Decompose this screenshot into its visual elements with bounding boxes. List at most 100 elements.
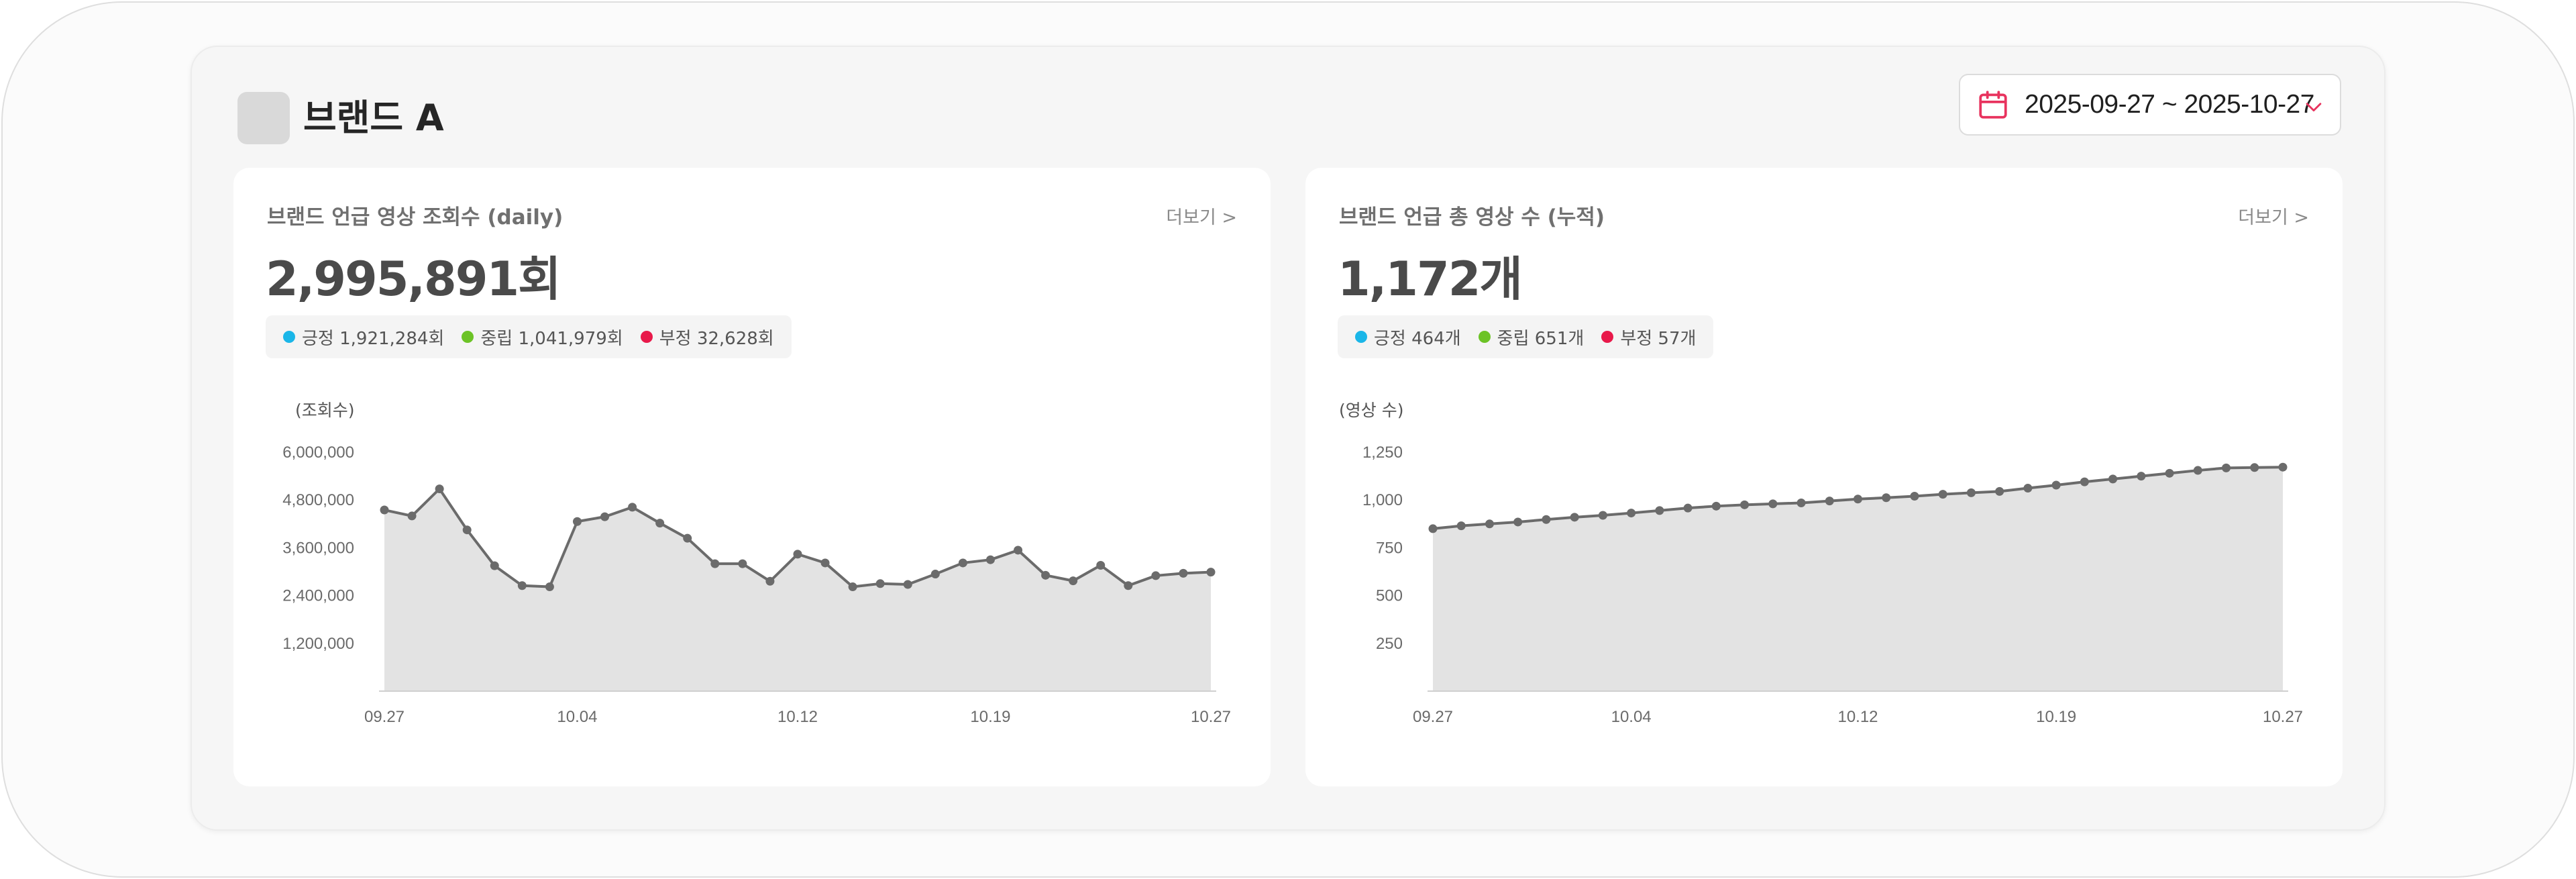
data-point [462, 525, 472, 535]
x-tick-label: 10.12 [777, 708, 818, 726]
data-point [1598, 511, 1607, 520]
data-point [1069, 576, 1078, 586]
data-point [2165, 468, 2174, 478]
data-point [435, 484, 444, 494]
legend-neutral: 중립 651개 [1478, 325, 1585, 350]
videos-more-link[interactable]: 더보기 > [2238, 207, 2309, 228]
views-card-title: 브랜드 언급 영상 조회수 (daily) [267, 205, 564, 229]
area-fill [384, 488, 1211, 691]
date-range-picker[interactable]: 2025-09-27 ~ 2025-10-27 [1959, 74, 2341, 136]
legend-negative-label: 부정 32,628회 [659, 328, 774, 349]
data-point [1041, 570, 1051, 580]
y-tick-label: 500 [1376, 587, 1403, 605]
data-point [2193, 466, 2202, 475]
data-point [793, 550, 802, 559]
legend-negative-label: 부정 57개 [1620, 328, 1697, 349]
date-range-label: 2025-09-27 ~ 2025-10-27 [2025, 90, 2314, 119]
data-point [765, 576, 775, 586]
data-point [1513, 517, 1523, 527]
area-fill [1433, 467, 2283, 691]
legend-neutral-label: 중립 651개 [1497, 328, 1585, 349]
data-point [1683, 503, 1693, 513]
data-point [2051, 480, 2061, 490]
data-point [517, 581, 527, 590]
data-point [738, 559, 747, 568]
data-point [490, 561, 499, 570]
legend-negative: 부정 32,628회 [640, 325, 774, 350]
data-point [545, 582, 554, 592]
data-point [572, 517, 582, 526]
negative-dot [1601, 331, 1614, 343]
data-point [1768, 499, 1778, 509]
chevron-down-icon [2306, 103, 2322, 112]
data-point [683, 533, 692, 543]
x-tick-label: 10.04 [1611, 708, 1652, 726]
views-legend: 긍정 1,921,284회 중립 1,041,979회 부정 32,628회 [266, 315, 792, 358]
legend-neutral-label: 중립 1,041,979회 [480, 328, 623, 349]
data-point [407, 511, 417, 521]
brand-name: 브랜드 A [303, 97, 444, 139]
y-axis-unit-label: (조회수) [295, 401, 355, 420]
videos-card: 브랜드 언급 총 영상 수 (누적) 더보기 > 1,172개 긍정 464개 … [1305, 168, 2343, 786]
data-point [600, 512, 610, 521]
data-point [1206, 568, 1216, 577]
legend-negative: 부정 57개 [1601, 325, 1696, 350]
views-chart: (조회수) 1,200,000 2,400,000 3,600,000 4,800,00… [282, 401, 1231, 726]
data-point [1570, 513, 1579, 522]
y-tick-label: 4,800,000 [282, 491, 354, 509]
data-point [1151, 571, 1161, 580]
neutral-dot [462, 331, 474, 343]
positive-dot [1355, 331, 1367, 343]
y-axis-unit-label: (영상 수) [1339, 401, 1403, 420]
videos-legend: 긍정 464개 중립 651개 부정 57개 [1338, 315, 1714, 358]
data-point [1910, 492, 1919, 501]
negative-dot [640, 331, 653, 343]
data-point [2250, 463, 2259, 472]
data-point [1485, 519, 1494, 529]
x-tick-label: 09.27 [1413, 708, 1453, 726]
neutral-dot [1478, 331, 1491, 343]
data-point [930, 570, 940, 579]
y-tick-label: 3,600,000 [282, 539, 354, 557]
data-point [2023, 484, 2033, 493]
data-point [1882, 493, 1891, 503]
data-point [1966, 488, 1976, 497]
data-point [380, 505, 389, 515]
x-tick-label: 10.27 [2263, 708, 2303, 726]
legend-neutral: 중립 1,041,979회 [462, 325, 623, 350]
views-more-link[interactable]: 더보기 > [1166, 207, 1237, 228]
data-point [985, 555, 995, 564]
data-point [848, 582, 857, 592]
x-tick-label: 10.04 [557, 708, 597, 726]
data-point [820, 558, 830, 568]
y-tick-label: 1,000 [1362, 491, 1403, 509]
videos-chart: (영상 수) 250 500 750 1,000 1,250 09.27 10.04 10.12… [1339, 401, 2303, 726]
data-point [1740, 500, 1750, 509]
data-point [1854, 495, 1862, 504]
brand-logo [237, 92, 290, 144]
data-point [1796, 498, 1806, 507]
data-point [1825, 497, 1834, 506]
y-tick-label: 250 [1376, 635, 1403, 653]
data-point [1995, 486, 2004, 496]
legend-positive: 긍정 1,921,284회 [283, 325, 444, 350]
data-point [655, 519, 665, 528]
y-tick-label: 1,250 [1362, 444, 1403, 462]
data-point [1542, 515, 1551, 524]
x-tick-label: 10.12 [1837, 708, 1878, 726]
x-tick-label: 10.19 [970, 708, 1010, 726]
x-tick-label: 10.27 [1191, 708, 1231, 726]
legend-positive: 긍정 464개 [1355, 325, 1461, 350]
data-point [958, 558, 967, 568]
x-tick-label: 10.19 [2036, 708, 2076, 726]
data-point [2137, 472, 2146, 481]
y-tick-label: 2,400,000 [282, 587, 354, 605]
data-point [1711, 501, 1721, 511]
data-point [1627, 509, 1636, 518]
videos-total: 1,172개 [1338, 252, 1523, 307]
data-point [1655, 506, 1664, 515]
y-tick-label: 6,000,000 [282, 444, 354, 462]
y-tick-label: 750 [1376, 539, 1403, 557]
legend-positive-label: 긍정 1,921,284회 [302, 328, 445, 349]
data-point [903, 580, 912, 589]
